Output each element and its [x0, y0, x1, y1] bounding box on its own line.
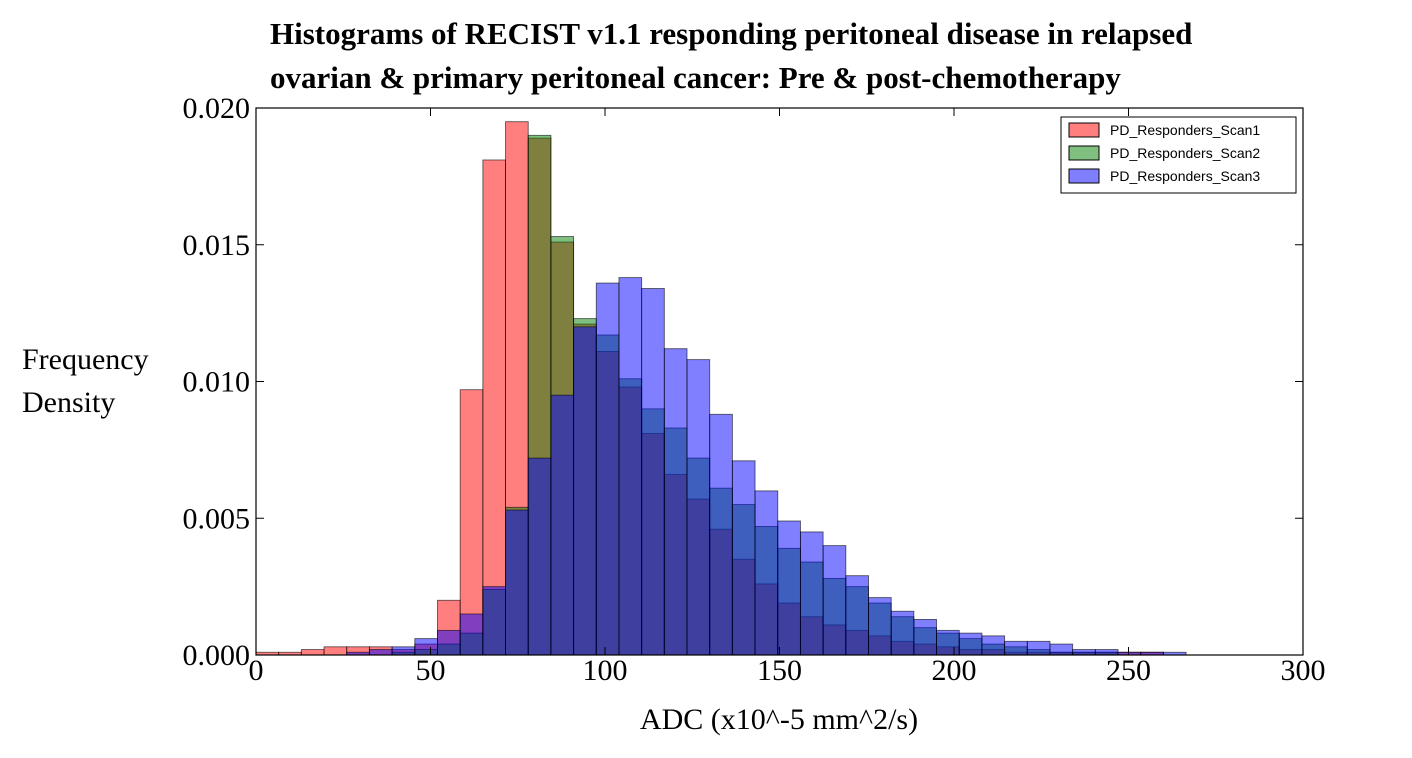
histogram-bar [573, 326, 597, 656]
histogram-bar [936, 629, 960, 656]
x-tick-label: 50 [416, 654, 446, 687]
x-tick-label: 300 [1281, 654, 1326, 687]
x-tick-label: 0 [249, 654, 264, 687]
legend-label: PD_Responders_Scan1 [1110, 122, 1260, 138]
histogram-bar [459, 613, 484, 656]
series-PD_Responders_Scan3 [346, 277, 1187, 656]
histogram-bar [300, 649, 325, 656]
histogram-bar [822, 545, 847, 656]
histogram-bar [890, 610, 915, 656]
histogram-bar [958, 632, 983, 656]
x-tick-label: 250 [1106, 654, 1151, 687]
histogram-bar [845, 575, 869, 656]
histogram-bar [913, 619, 938, 656]
y-axis-label-line-2: Density [22, 386, 115, 419]
histogram-bar [414, 638, 438, 656]
histogram-bar [686, 359, 711, 656]
histogram-bar [595, 282, 620, 656]
legend: PD_Responders_Scan1 PD_Responders_Scan2 PD… [1060, 116, 1297, 194]
histogram-bar [482, 586, 506, 656]
y-tick-label: 0.010 [183, 366, 251, 399]
histogram-bar [1026, 640, 1051, 656]
x-axis-label: ADC (x10^-5 mm^2/s) [640, 703, 918, 736]
legend-swatch [1068, 145, 1100, 161]
axis-tick-labels: 0 50 100 150 200 250 300 0.000 0.005 0.010 0.015 0.… [183, 92, 1326, 687]
legend-label: PD_Responders_Scan2 [1110, 145, 1260, 161]
legend-swatch [1068, 168, 1100, 184]
histogram-bar [527, 457, 552, 656]
histogram-bar [368, 649, 393, 656]
histogram-bar [437, 629, 461, 656]
x-tick-label: 200 [932, 654, 977, 687]
legend-frame [1060, 116, 1297, 194]
histogram-bar [505, 509, 529, 656]
y-tick-label: 0.020 [183, 92, 251, 125]
y-tick-label: 0.015 [183, 229, 251, 262]
histogram-bar [1004, 640, 1028, 656]
histogram-bar [663, 348, 688, 656]
legend-label: PD_Responders_Scan3 [1110, 168, 1260, 184]
chart-title-line-1: Histograms of RECIST v1.1 responding per… [270, 16, 1192, 51]
x-tick-label: 100 [583, 654, 628, 687]
y-axis-label-line-1: Frequency [22, 343, 149, 376]
histogram-bar [391, 646, 416, 656]
histogram-bar [618, 277, 643, 656]
y-tick-label: 0.000 [183, 639, 251, 672]
histogram-bar [1072, 649, 1096, 656]
histogram-bar [482, 159, 506, 656]
plot-frame [255, 107, 1304, 656]
histogram-bars [255, 121, 1187, 656]
chart-title-line-2: ovarian & primary peritoneal cancer: Pre… [270, 60, 1121, 95]
histogram-bar [641, 288, 665, 656]
histogram-bar [777, 520, 801, 656]
histogram-bar [709, 413, 733, 656]
histogram-bar [550, 394, 575, 656]
legend-swatch [1068, 122, 1100, 138]
x-tick-label: 150 [757, 654, 802, 687]
histogram-bar [799, 531, 824, 656]
legend-entries: PD_Responders_Scan1 PD_Responders_Scan2 PD… [1068, 122, 1260, 184]
histogram-bar [981, 635, 1006, 656]
histogram-bar [731, 460, 756, 656]
histogram-bar [868, 597, 892, 656]
histogram-bar [754, 490, 779, 656]
y-tick-label: 0.005 [183, 502, 251, 535]
histogram-bar [323, 646, 348, 656]
histogram-bar [1049, 643, 1074, 656]
